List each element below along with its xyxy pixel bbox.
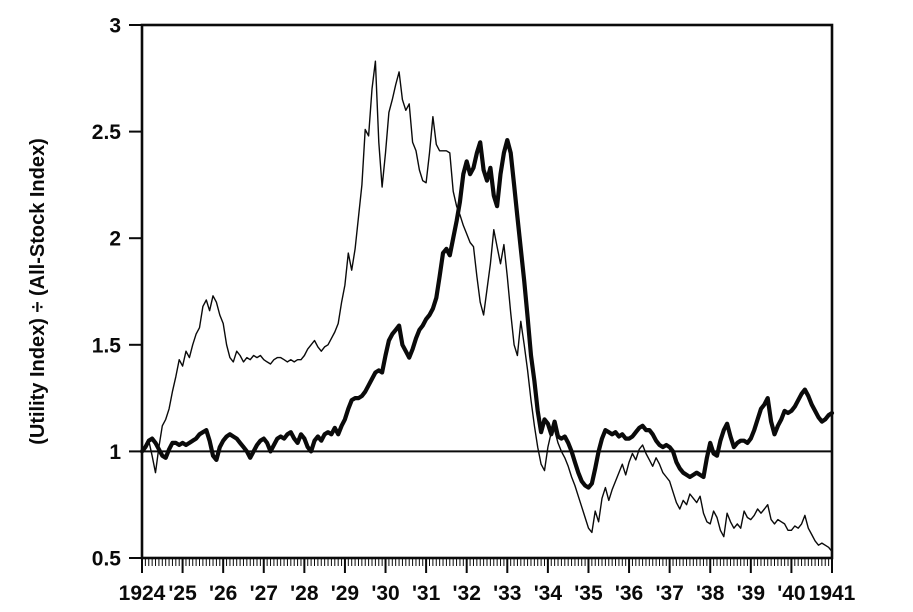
thick-series-line	[139, 138, 835, 490]
x-tick-label: '32	[453, 582, 481, 605]
x-tick-label: '35	[574, 582, 603, 605]
x-tick-label: 1941	[809, 582, 856, 605]
x-tick-label: '29	[331, 582, 359, 605]
y-tick-label: 1	[109, 441, 121, 464]
x-axis-labels: 1924'25 '26 '27 '28 '29 '30 '31 '32 '33 '34 '35 '36…	[119, 582, 856, 605]
y-axis-title: (Utility Index) ÷ (All-Stock Index)	[27, 138, 49, 445]
thin-series-line	[141, 60, 833, 553]
x-axis-ticks	[141, 559, 833, 573]
x-tick-label: '26	[209, 582, 237, 605]
x-tick-label: '34	[534, 582, 563, 605]
plot-border	[140, 23, 834, 560]
x-tick-label: '27	[250, 582, 278, 605]
x-tick-label: '38	[696, 582, 725, 605]
x-tick-label: '30	[371, 582, 399, 605]
plot-frame	[140, 23, 834, 560]
x-tick-label: '31	[412, 582, 441, 605]
y-tick-label: 1.5	[92, 334, 122, 357]
x-tick-label: '40	[777, 582, 805, 605]
y-tick-label: 0.5	[92, 548, 122, 571]
x-tick-label: '36	[615, 582, 643, 605]
data-series	[139, 60, 835, 553]
x-tick-label: '28	[290, 582, 319, 605]
x-tick-label: '39	[737, 582, 765, 605]
y-tick-label: 2	[109, 228, 121, 251]
x-tick-label: '33	[493, 582, 521, 605]
y-tick-label: 2.5	[92, 121, 122, 144]
x-tick-label: 1924	[119, 582, 166, 605]
x-tick-label: '37	[655, 582, 683, 605]
y-axis-ticks	[129, 24, 142, 559]
y-axis-labels: 3 2.5 2 1.5 1 0.5	[92, 15, 122, 571]
x-tick-label: '25	[168, 582, 197, 605]
y-tick-label: 3	[109, 15, 121, 38]
